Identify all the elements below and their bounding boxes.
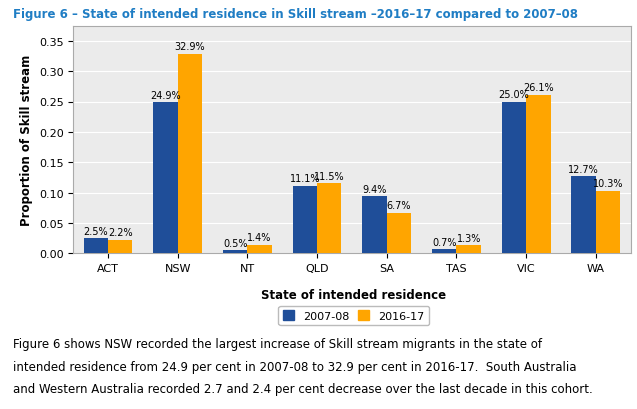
Text: Figure 6 – State of intended residence in Skill stream –2016–17 compared to 2007: Figure 6 – State of intended residence i… — [13, 8, 578, 21]
Text: Figure 6 shows NSW recorded the largest increase of Skill stream migrants in the: Figure 6 shows NSW recorded the largest … — [13, 337, 541, 351]
Bar — [432, 249, 457, 254]
Text: 11.1%: 11.1% — [290, 174, 320, 184]
Text: 2.5%: 2.5% — [83, 226, 108, 236]
Text: 25.0%: 25.0% — [499, 90, 529, 100]
Text: 32.9%: 32.9% — [175, 42, 205, 52]
Bar — [154, 103, 178, 254]
Legend: 2007-08, 2016-17: 2007-08, 2016-17 — [278, 306, 429, 326]
Bar — [223, 251, 247, 254]
Bar — [247, 245, 272, 254]
Bar — [108, 240, 132, 254]
Bar — [83, 238, 108, 254]
Text: 1.4%: 1.4% — [247, 233, 272, 243]
Text: 1.3%: 1.3% — [457, 233, 481, 243]
Text: 0.5%: 0.5% — [223, 238, 248, 248]
Text: 6.7%: 6.7% — [387, 201, 412, 211]
Text: 11.5%: 11.5% — [314, 171, 345, 182]
Text: 2.2%: 2.2% — [108, 228, 132, 238]
Text: 9.4%: 9.4% — [362, 184, 387, 194]
Text: 26.1%: 26.1% — [523, 83, 554, 93]
Bar — [293, 187, 317, 254]
Text: State of intended residence: State of intended residence — [261, 288, 446, 301]
Text: 10.3%: 10.3% — [593, 179, 623, 189]
Bar — [526, 96, 550, 254]
Bar — [457, 246, 481, 254]
Bar — [362, 197, 387, 254]
Text: and Western Australia recorded 2.7 and 2.4 per cent decrease over the last decad: and Western Australia recorded 2.7 and 2… — [13, 382, 592, 396]
Bar — [317, 184, 341, 254]
Bar — [571, 177, 596, 254]
Bar — [178, 54, 202, 254]
Bar — [596, 191, 620, 254]
Text: 12.7%: 12.7% — [568, 164, 599, 174]
Text: intended residence from 24.9 per cent in 2007-08 to 32.9 per cent in 2016-17.  S: intended residence from 24.9 per cent in… — [13, 360, 576, 373]
Bar — [502, 102, 526, 254]
Bar — [387, 213, 411, 254]
Text: 24.9%: 24.9% — [150, 90, 181, 101]
Text: 0.7%: 0.7% — [432, 237, 457, 247]
Y-axis label: Proportion of Skill stream: Proportion of Skill stream — [20, 55, 33, 225]
